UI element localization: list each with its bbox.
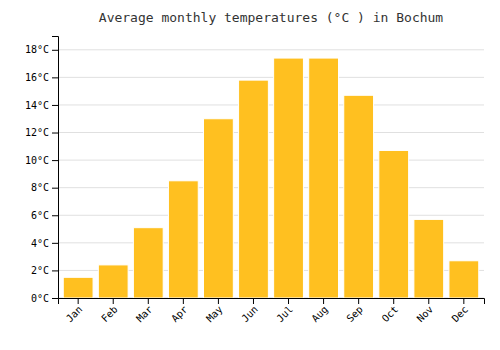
x-tick: Jul [274, 298, 295, 324]
y-tick: 18°C [25, 44, 58, 55]
y-tick-mark [52, 50, 58, 51]
bar [168, 181, 198, 298]
x-axis: Jan Feb Mar Apr May Jun Jul Aug Sep Oct Nov Dec [59, 298, 485, 324]
x-tick-label: Sep [344, 304, 365, 325]
x-tick-label: Jun [239, 304, 260, 325]
y-tick: 2°C [31, 265, 58, 276]
x-tick: Mar [134, 298, 155, 324]
x-tick-label: Jan [64, 304, 85, 325]
x-tick-label: Oct [380, 304, 401, 325]
grid-line [58, 215, 484, 216]
bar [379, 150, 409, 298]
y-tick-mark [52, 77, 58, 78]
y-tick-label: 14°C [25, 100, 49, 111]
x-tick-mark [288, 298, 289, 304]
grid-line [58, 160, 484, 161]
grid-line [58, 104, 484, 105]
bar [449, 261, 479, 298]
y-tick: 4°C [31, 238, 58, 249]
x-tick-mark [393, 298, 394, 304]
y-tick-label: 18°C [25, 44, 49, 55]
y-tick-label: 8°C [31, 182, 49, 193]
y-tick-label: 12°C [25, 127, 49, 138]
bar [414, 219, 444, 298]
y-tick: 12°C [25, 127, 58, 138]
y-axis: 0°C 2°C 4°C 6°C 8°C 10°C 12°C 14°C 16°C 18°C [25, 37, 59, 304]
x-tick-mark [183, 298, 184, 304]
x-tick: Apr [169, 298, 190, 324]
y-tick: 6°C [31, 210, 58, 221]
y-tick: 14°C [25, 100, 58, 111]
x-tick-mark [113, 298, 114, 304]
y-tick-label: 2°C [31, 265, 49, 276]
y-tick: 16°C [25, 72, 58, 83]
bar [309, 58, 339, 298]
y-tick-mark [52, 188, 58, 189]
x-tick: Jun [239, 298, 260, 324]
x-tick-label: Jul [274, 304, 295, 325]
y-tick-label: 0°C [31, 293, 49, 304]
x-tick-label: Feb [99, 304, 120, 325]
y-tick-label: 10°C [25, 155, 49, 166]
x-tick: Jan [64, 298, 85, 324]
x-tick-label: May [204, 304, 225, 325]
bar [239, 80, 269, 298]
x-tick: Nov [415, 298, 436, 324]
grid-line [58, 49, 484, 50]
y-tick-mark [52, 105, 58, 106]
y-tick-label: 6°C [31, 210, 49, 221]
x-tick-mark [218, 298, 219, 304]
y-tick: 8°C [31, 182, 58, 193]
y-tick-mark [52, 243, 58, 244]
x-tick-mark [78, 298, 79, 304]
grid [58, 50, 484, 298]
x-tick: Feb [99, 298, 120, 324]
x-tick-mark [428, 298, 429, 304]
plot: 0°C 2°C 4°C 6°C 8°C 10°C 12°C 14°C 16°C 18°C Jan Fe… [25, 37, 485, 325]
x-tick-label: Mar [134, 304, 155, 325]
y-tick-mark [52, 298, 58, 299]
grid-line [58, 77, 484, 78]
bar [204, 119, 234, 298]
x-axis-line [59, 299, 485, 305]
x-tick: Oct [380, 298, 401, 324]
y-axis-line [52, 37, 59, 299]
x-tick: May [204, 298, 225, 324]
x-tick: Aug [309, 298, 330, 324]
y-tick-mark [52, 270, 58, 271]
x-tick-label: Dec [450, 304, 471, 325]
grid-line [58, 187, 484, 188]
y-tick-mark [52, 160, 58, 161]
x-tick-mark [358, 298, 359, 304]
y-tick-mark [52, 215, 58, 216]
x-tick-mark [463, 298, 464, 304]
y-tick-label: 4°C [31, 238, 49, 249]
x-tick-label: Apr [169, 304, 190, 325]
bar [344, 95, 374, 298]
bars [63, 58, 478, 298]
bar [133, 228, 163, 298]
y-tick: 10°C [25, 155, 58, 166]
x-tick: Sep [344, 298, 365, 324]
bar [274, 58, 304, 298]
title: Average monthly temperatures (°C ) in Bo… [99, 10, 444, 25]
x-tick-label: Aug [309, 304, 330, 325]
x-tick: Dec [450, 298, 471, 324]
grid-line [58, 132, 484, 133]
y-tick: 0°C [31, 293, 58, 304]
y-tick-mark [52, 133, 58, 134]
x-tick-mark [148, 298, 149, 304]
bar [63, 277, 93, 298]
chart: 0°C 2°C 4°C 6°C 8°C 10°C 12°C 14°C 16°C 18°C Jan Fe… [0, 0, 500, 350]
x-tick-mark [253, 298, 254, 304]
x-tick-mark [323, 298, 324, 304]
y-tick-label: 16°C [25, 72, 49, 83]
x-tick-label: Nov [415, 304, 436, 325]
bar [98, 265, 128, 298]
